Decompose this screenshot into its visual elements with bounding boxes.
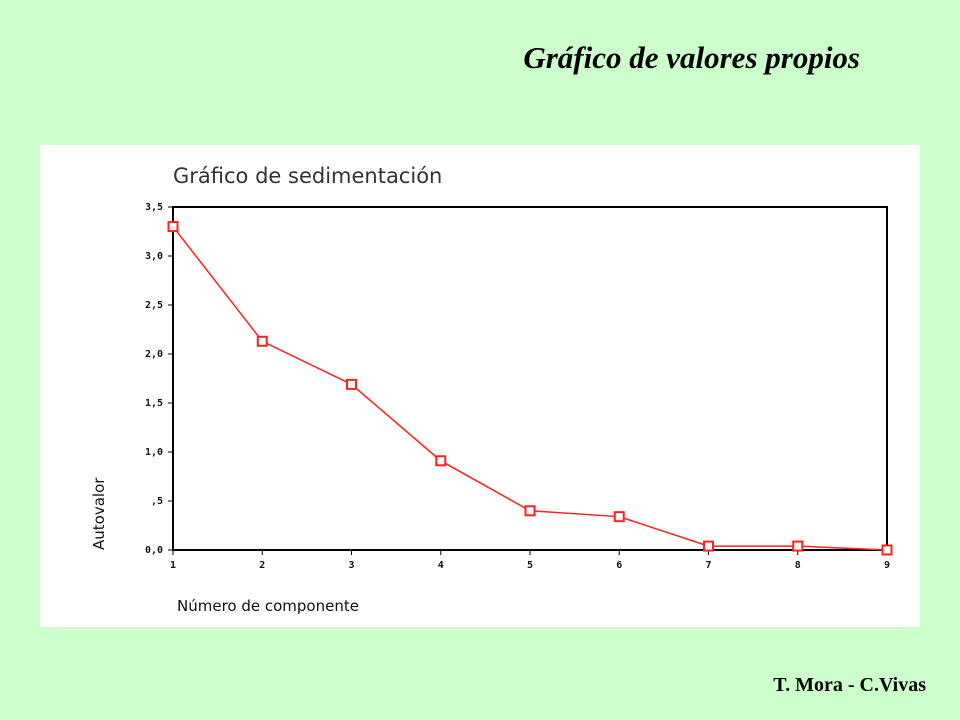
data-point-marker: [524, 505, 536, 517]
y-tick-label: 0,0: [145, 545, 163, 556]
y-tick-label: 3,5: [145, 202, 163, 213]
x-tick-label: 8: [795, 560, 801, 571]
y-tick-label: 1,0: [145, 447, 163, 458]
x-tick-label: 9: [884, 560, 890, 571]
series-line: [172, 226, 888, 551]
scree-plot: Gráfico de sedimentación Número de compo…: [90, 164, 893, 615]
data-point-marker: [703, 540, 714, 552]
x-tick-label: 7: [705, 560, 711, 571]
data-point-marker: [613, 511, 625, 523]
x-tick-label: 2: [259, 560, 265, 571]
y-tick-label: ,5: [151, 496, 163, 507]
y-tick-label: 2,0: [145, 349, 163, 360]
y-tick-label: 3,0: [145, 251, 163, 262]
x-tick-label: 5: [527, 560, 533, 571]
data-point-marker: [256, 335, 268, 347]
y-axis-label: Autovalor: [90, 477, 108, 550]
y-tick-label: 2,5: [145, 300, 163, 311]
data-point-marker: [435, 455, 447, 467]
series-layer: [167, 221, 893, 556]
x-tick-label: 3: [348, 560, 354, 571]
data-point-marker: [792, 540, 804, 552]
credits: T. Mora - C.Vivas: [773, 674, 926, 696]
slide-title: Gráfico de valores propios: [523, 40, 860, 75]
x-axis-label: Número de componente: [177, 597, 359, 615]
chart-title: Gráfico de sedimentación: [173, 164, 442, 188]
y-tick-label: 1,5: [145, 398, 163, 409]
x-tick-label: 4: [438, 560, 444, 571]
x-tick-label: 6: [616, 560, 622, 571]
axis-ticks: 3,5 3,0 2,5 2,0 1,5 1,0 ,5 0,0 1 2 3 4 5 6 7 8 9: [145, 202, 890, 571]
plot-frame: [172, 206, 888, 551]
data-point-marker: [346, 378, 357, 390]
data-point-marker: [881, 544, 893, 556]
chart-panel: Gráfico de sedimentación Número de compo…: [40, 145, 920, 627]
x-tick-label: 1: [170, 560, 176, 571]
data-point-marker: [167, 221, 179, 233]
